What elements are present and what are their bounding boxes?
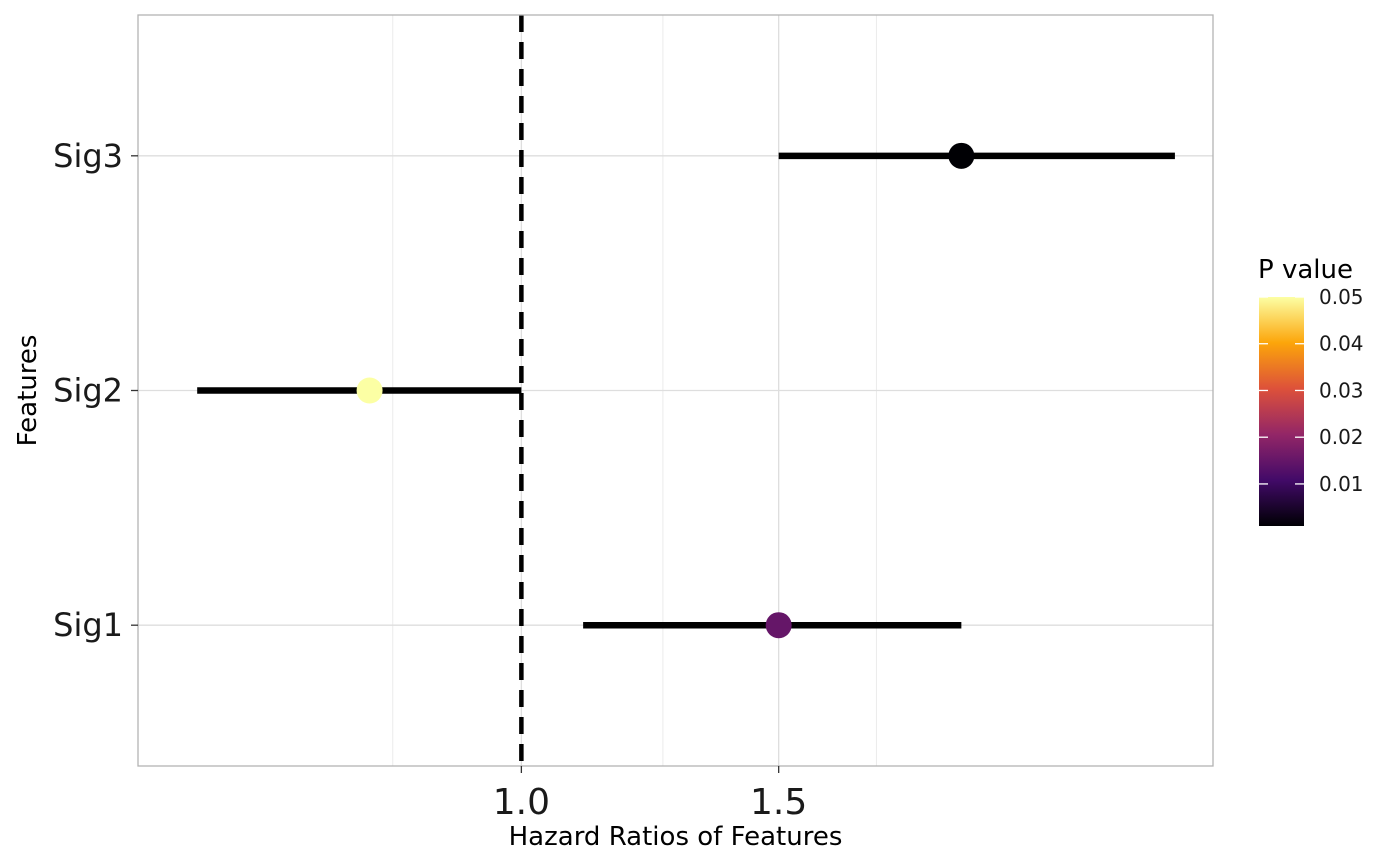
hr-point-sig3 [948, 142, 975, 169]
y-tick-label-sig3: Sig3 [53, 137, 123, 175]
x-axis-title: Hazard Ratios of Features [509, 822, 843, 852]
legend-tick-label-1: 0.02 [1319, 425, 1364, 449]
x-tick-label-0: 1.0 [493, 782, 550, 823]
legend-colorbar [1259, 297, 1304, 526]
y-tick-label-sig1: Sig1 [53, 606, 123, 644]
color-legend: P value 0.01 0.02 0.03 0.04 0.05 [1258, 255, 1364, 526]
x-tick-label-1: 1.5 [750, 782, 807, 823]
legend-ticks: 0.01 0.02 0.03 0.04 0.05 [1259, 285, 1364, 496]
y-axis-ticks: Sig1 Sig2 Sig3 [53, 137, 138, 644]
hazard-ratio-points [356, 142, 975, 639]
legend-title: P value [1258, 255, 1353, 285]
y-tick-label-sig2: Sig2 [53, 372, 123, 410]
legend-tick-label-0: 0.01 [1319, 472, 1364, 496]
hr-point-sig2 [356, 377, 383, 404]
legend-tick-label-4: 0.05 [1319, 285, 1364, 309]
legend-tick-label-2: 0.03 [1319, 378, 1364, 402]
y-axis-title: Features [13, 335, 43, 447]
x-axis-ticks: 1.0 1.5 [493, 766, 807, 823]
legend-tick-label-3: 0.04 [1319, 332, 1364, 356]
hr-point-sig1 [765, 612, 792, 639]
